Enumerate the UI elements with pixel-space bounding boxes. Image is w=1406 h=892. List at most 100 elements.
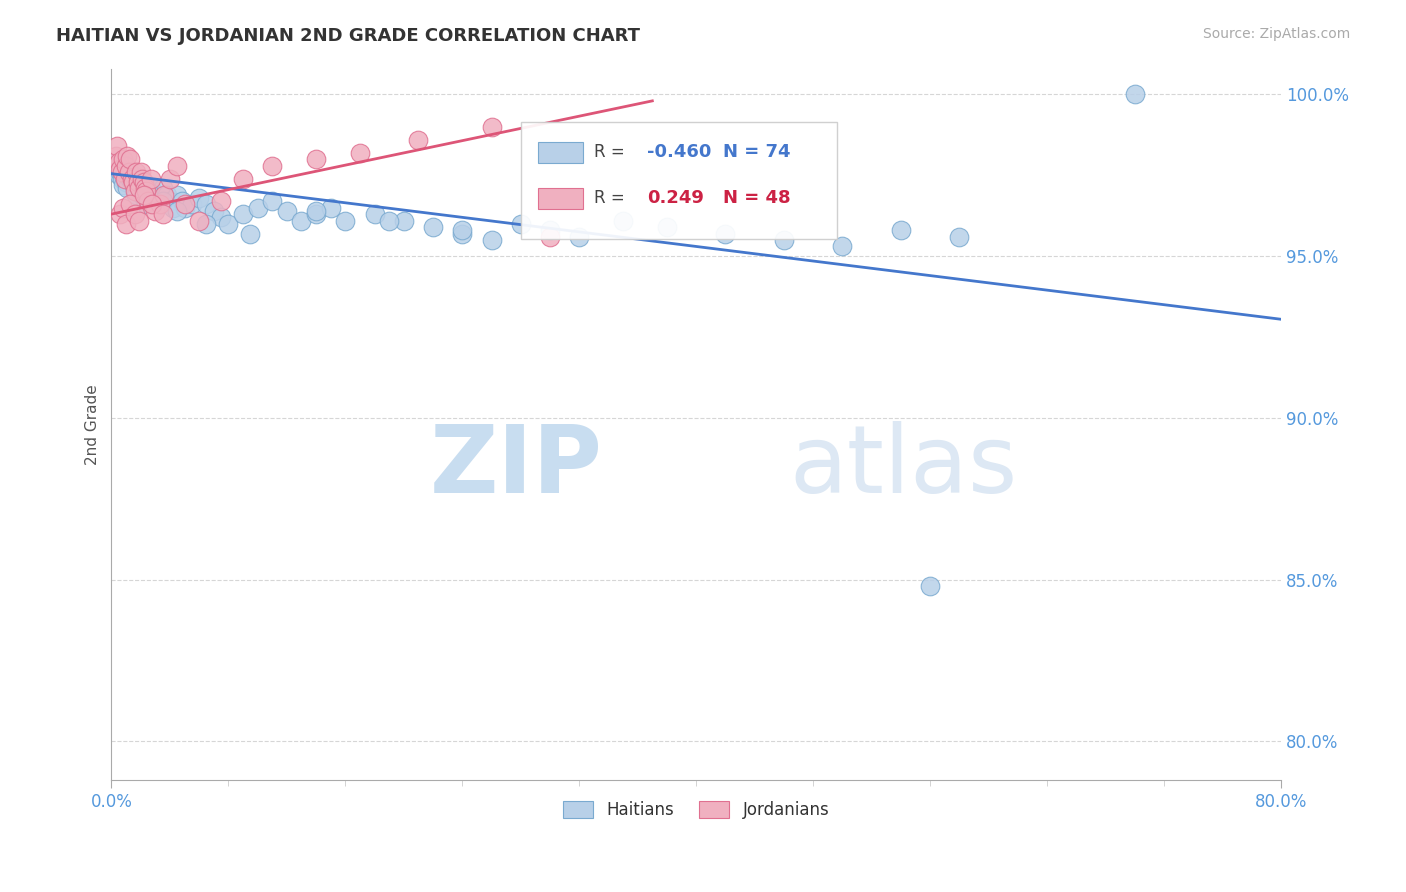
Point xyxy=(188,213,211,227)
Point xyxy=(149,197,172,211)
Point xyxy=(141,197,163,211)
Point xyxy=(173,197,195,211)
Text: N = 48: N = 48 xyxy=(723,189,790,207)
Text: Source: ZipAtlas.com: Source: ZipAtlas.com xyxy=(1202,27,1350,41)
Point xyxy=(408,133,430,147)
Point xyxy=(153,187,176,202)
Text: HAITIAN VS JORDANIAN 2ND GRADE CORRELATION CHART: HAITIAN VS JORDANIAN 2ND GRADE CORRELATI… xyxy=(56,27,640,45)
Text: R =: R = xyxy=(595,189,636,207)
Point xyxy=(538,229,561,244)
Point xyxy=(209,211,232,225)
Point xyxy=(128,181,150,195)
Point xyxy=(124,185,146,199)
Point xyxy=(120,152,142,166)
Point xyxy=(831,239,853,253)
Point xyxy=(152,181,174,195)
Point xyxy=(209,194,232,209)
Point xyxy=(202,203,225,218)
Point xyxy=(195,197,218,211)
Point xyxy=(108,165,131,179)
Text: N = 74: N = 74 xyxy=(723,143,790,161)
Point xyxy=(378,213,401,227)
Point xyxy=(129,181,152,195)
Point xyxy=(121,171,143,186)
Point xyxy=(890,223,912,237)
Text: -0.460: -0.460 xyxy=(647,143,711,161)
Point xyxy=(117,149,139,163)
Point xyxy=(159,171,181,186)
Point xyxy=(166,203,188,218)
Point xyxy=(118,165,141,179)
Point xyxy=(276,203,298,218)
Point xyxy=(451,227,474,241)
Point xyxy=(139,181,162,195)
Point xyxy=(166,187,188,202)
Point xyxy=(451,223,474,237)
Point xyxy=(349,145,371,160)
Point xyxy=(134,191,156,205)
Point xyxy=(319,201,342,215)
Point xyxy=(920,579,942,593)
Point xyxy=(104,155,127,169)
Point xyxy=(118,165,141,179)
Point xyxy=(188,191,211,205)
Point xyxy=(152,194,174,209)
Point xyxy=(124,207,146,221)
Point xyxy=(112,201,135,215)
Point xyxy=(128,213,150,227)
Point xyxy=(714,227,737,241)
Point xyxy=(127,175,149,189)
Point xyxy=(108,161,131,176)
Point xyxy=(125,187,148,202)
Point xyxy=(290,213,312,227)
Point xyxy=(1123,87,1146,102)
Point xyxy=(239,227,262,241)
Point xyxy=(173,201,195,215)
Point xyxy=(132,187,155,202)
Point xyxy=(773,233,796,247)
Point xyxy=(120,197,142,211)
Point xyxy=(262,159,284,173)
Point xyxy=(335,213,357,227)
Point xyxy=(159,194,181,209)
Point xyxy=(107,155,129,169)
Bar xyxy=(538,188,582,210)
Point xyxy=(132,185,155,199)
Point xyxy=(612,213,634,227)
Point xyxy=(139,171,162,186)
Bar xyxy=(538,142,582,163)
Point xyxy=(105,161,128,176)
Point xyxy=(114,169,136,183)
Point xyxy=(143,187,166,202)
Point xyxy=(108,207,131,221)
Point xyxy=(127,171,149,186)
Point xyxy=(232,171,254,186)
Point xyxy=(166,159,188,173)
Point xyxy=(131,187,153,202)
Point xyxy=(156,187,179,202)
Point xyxy=(121,175,143,189)
FancyBboxPatch shape xyxy=(520,122,837,239)
Point xyxy=(180,197,202,211)
Point xyxy=(305,207,328,221)
Point xyxy=(125,165,148,179)
Text: atlas: atlas xyxy=(790,421,1018,513)
Point xyxy=(115,175,138,189)
Point xyxy=(136,194,159,209)
Point xyxy=(128,178,150,192)
Point xyxy=(195,217,218,231)
Text: ZIP: ZIP xyxy=(430,421,603,513)
Text: 0.249: 0.249 xyxy=(647,189,704,207)
Point xyxy=(111,171,134,186)
Point xyxy=(232,207,254,221)
Point xyxy=(305,152,328,166)
Point xyxy=(122,175,145,189)
Point xyxy=(363,207,385,221)
Point xyxy=(111,165,134,179)
Point xyxy=(538,223,561,237)
Legend: Haitians, Jordanians: Haitians, Jordanians xyxy=(557,794,837,825)
Point xyxy=(132,175,155,189)
Point xyxy=(129,165,152,179)
Text: R =: R = xyxy=(595,143,630,161)
Point xyxy=(114,171,136,186)
